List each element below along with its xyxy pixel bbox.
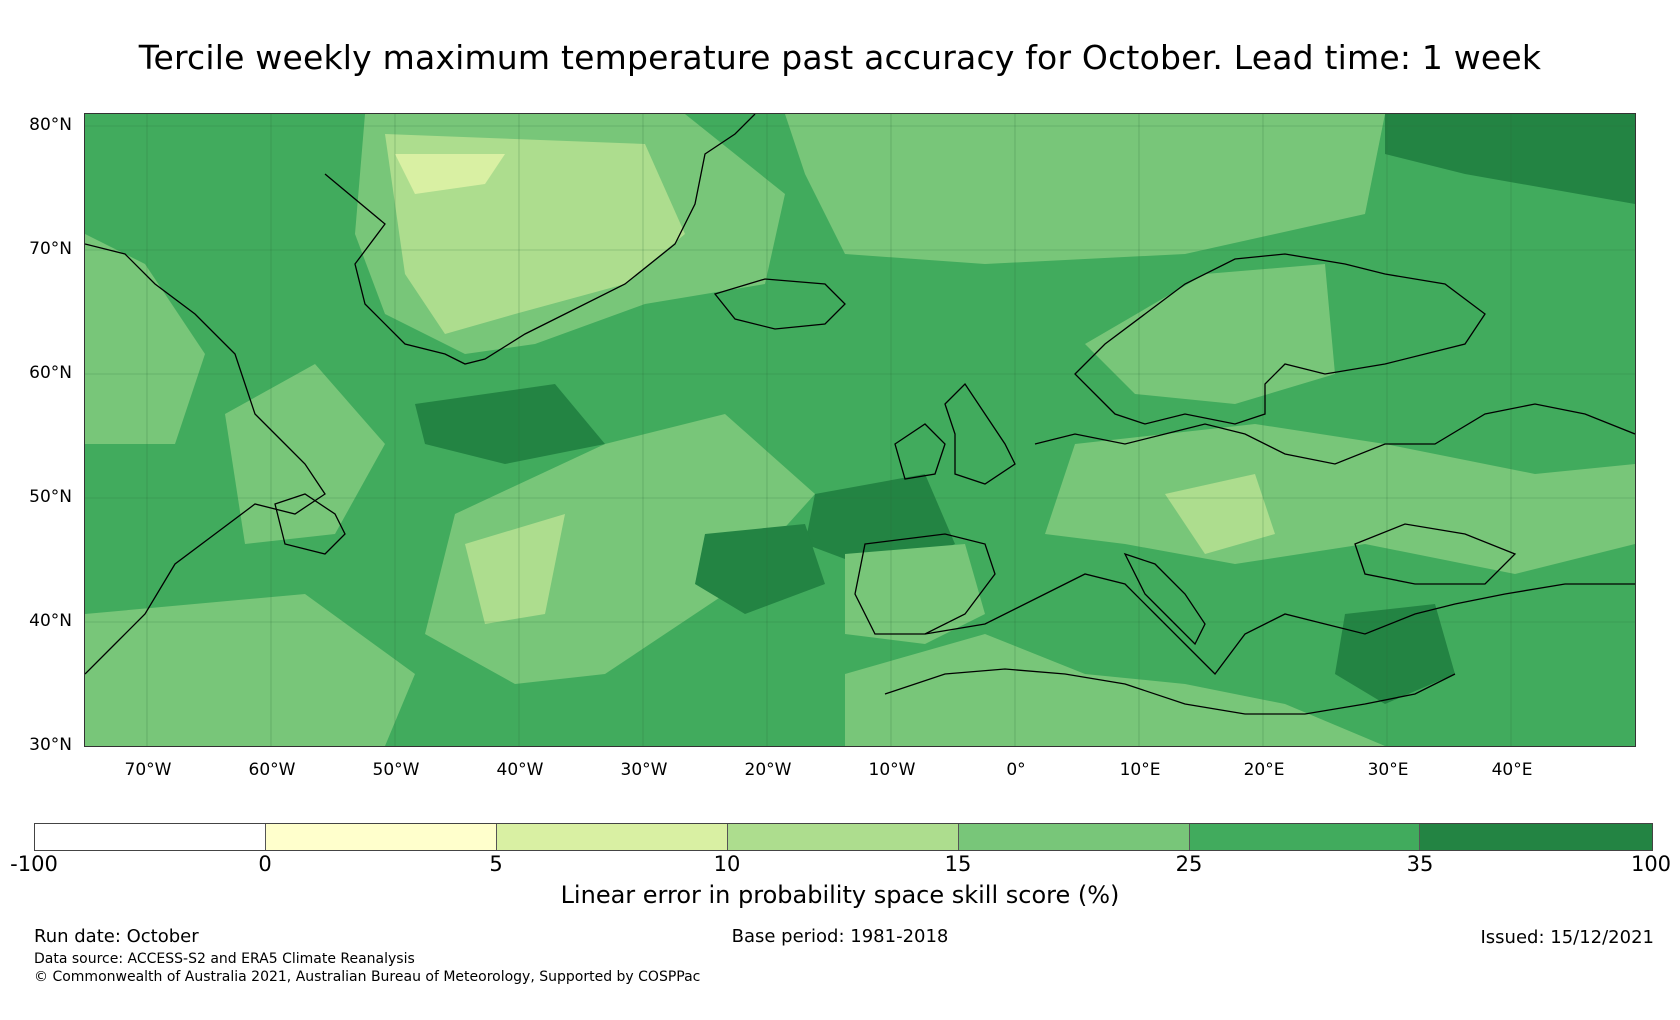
coast-labrador	[85, 243, 326, 675]
lon-label-60w: 60°W	[248, 760, 296, 780]
colorbar-segment-4	[727, 824, 959, 850]
copyright: © Commonwealth of Australia 2021, Austra…	[34, 969, 701, 985]
colorbar-segment-1	[35, 824, 266, 850]
region-dark-azores	[695, 524, 825, 614]
lon-label-30w: 30°W	[620, 760, 668, 780]
region-sw-atlantic	[85, 594, 415, 746]
coast-greenland	[324, 114, 756, 365]
lon-label-40w: 40°W	[496, 760, 544, 780]
colorbar-tick-10: 10	[713, 852, 741, 876]
map-title: Tercile weekly maximum temperature past …	[138, 38, 1542, 77]
lat-label-80n: 80°N	[29, 115, 72, 135]
colorbar-segment-3	[496, 824, 728, 850]
colorbar-segment-7	[1420, 824, 1652, 850]
lat-label-30n: 30°N	[29, 735, 72, 755]
coast-mediterranean	[924, 573, 1635, 675]
colorbar-tick-minus100: -100	[10, 852, 58, 876]
lon-label-10w: 10°W	[868, 760, 916, 780]
colorbar-tick-25: 25	[1175, 852, 1203, 876]
lat-label-70n: 70°N	[29, 239, 72, 259]
coast-north-africa	[884, 668, 1456, 715]
colorbar-tick-0: 0	[258, 852, 272, 876]
lon-label-40e: 40°E	[1491, 760, 1533, 780]
region-dark-eastmed	[1335, 604, 1455, 704]
region-svalbard-dark	[1385, 114, 1635, 204]
data-source: Data source: ACCESS-S2 and ERA5 Climate …	[34, 951, 415, 967]
coast-italy	[1123, 552, 1206, 646]
region-north-africa	[845, 634, 1385, 746]
issued-date: Issued: 15/12/2021	[1480, 927, 1654, 948]
colorbar-segment-6	[1189, 824, 1421, 850]
lat-label-60n: 60°N	[29, 363, 72, 383]
region-labrador	[225, 364, 385, 544]
skill-score-map	[84, 113, 1636, 747]
region-dark-mid-atlantic	[415, 384, 605, 464]
colorbar-label: Linear error in probability space skill …	[560, 881, 1120, 909]
lon-label-10e: 10°E	[1119, 760, 1161, 780]
lat-label-50n: 50°N	[29, 487, 72, 507]
region-central-europe	[1045, 424, 1635, 574]
lon-label-0: 0°	[1006, 760, 1026, 780]
coast-newfoundland	[274, 493, 346, 555]
colorbar-tick-35: 35	[1406, 852, 1434, 876]
coast-britain	[944, 382, 1016, 485]
coast-europe	[1034, 403, 1635, 465]
coast-black-sea	[1354, 523, 1517, 585]
colorbar-tick-5: 5	[489, 852, 503, 876]
colorbar-tick-100: 100	[1630, 852, 1672, 876]
region-atlantic-pale	[465, 514, 565, 624]
region-canada	[85, 234, 205, 444]
region-balkans-light	[1165, 474, 1275, 554]
colorbar	[34, 823, 1653, 851]
lon-label-30e: 30°E	[1367, 760, 1409, 780]
region-greenland-pale	[395, 154, 505, 194]
coast-iceland	[713, 278, 846, 330]
coastlines	[85, 114, 1635, 715]
base-period: Base period: 1981-2018	[731, 926, 949, 947]
lat-label-40n: 40°N	[29, 611, 72, 631]
colorbar-segment-2	[265, 824, 497, 850]
skill-regions	[85, 114, 1635, 746]
colorbar-segment-5	[958, 824, 1190, 850]
run-date: Run date: October	[34, 926, 199, 947]
region-iberia	[845, 544, 985, 644]
lon-label-20e: 20°E	[1243, 760, 1285, 780]
lon-label-50w: 50°W	[372, 760, 420, 780]
lon-label-70w: 70°W	[124, 760, 172, 780]
colorbar-tick-15: 15	[944, 852, 972, 876]
map-canvas	[85, 114, 1635, 746]
region-arctic	[785, 114, 1385, 264]
coast-scandinavia	[1074, 253, 1486, 425]
coast-iberia	[854, 533, 996, 635]
coast-ireland	[894, 423, 946, 480]
region-scandinavia	[1085, 264, 1335, 404]
lon-label-20w: 20°W	[744, 760, 792, 780]
